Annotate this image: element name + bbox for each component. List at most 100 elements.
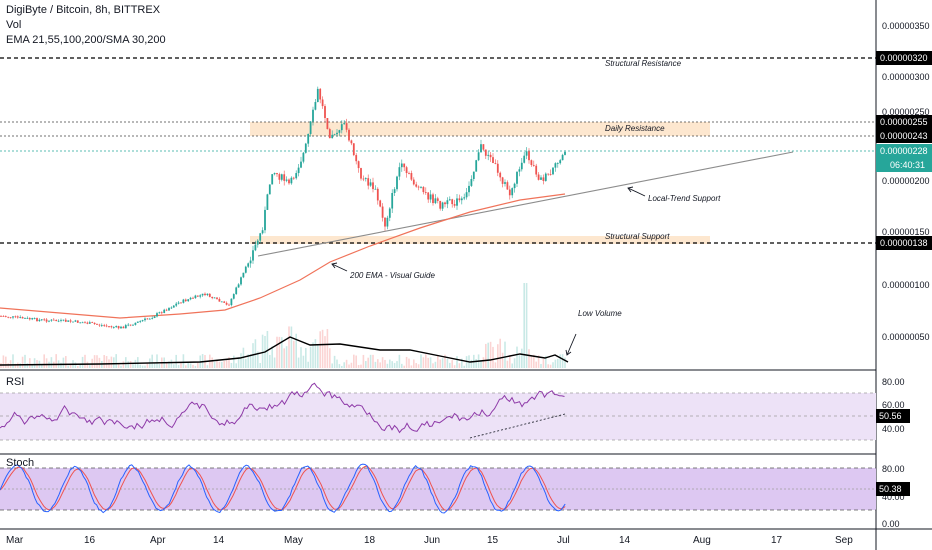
candle-body [175,303,178,306]
volume-bar [29,358,31,368]
volume-bar [69,364,72,368]
volume-bar [521,348,523,368]
volume-bar [98,357,101,368]
candle-body [213,297,216,299]
candle-body [410,173,413,180]
volume-bar [105,356,108,368]
volume-bar [441,358,444,368]
chart-title[interactable]: DigiByte / Bitcoin, 8h, BITTREX [6,4,161,16]
local-trend-support-line[interactable] [257,151,794,257]
volume-bar [129,360,132,368]
candle-body [352,143,355,156]
current-price-tag-text: 0.00000228 [880,146,928,156]
volume-bar [74,362,77,368]
candle-body [62,319,65,321]
candle-body [434,198,437,204]
volume-bar [487,342,489,368]
candle-body [69,320,72,322]
candle-body [230,298,233,306]
candle-body [439,200,442,209]
volume-legend[interactable]: Vol [6,19,22,31]
volume-bar [312,342,314,368]
volume-bar [14,363,17,368]
candle-body [144,318,146,321]
candle-body [528,151,530,161]
volume-bar [557,358,559,368]
candle-body [511,188,514,196]
volume-bar [497,344,499,368]
candle-body [189,297,192,300]
volume-bar [516,346,518,368]
time-axis[interactable]: Mar 16 Apr 14 May 18 Jun 15 Jul 14 Aug 1… [6,535,853,546]
candle-body [211,296,214,299]
volume-bar [89,365,91,368]
volume-bar [475,359,477,368]
volume-bar [213,362,216,368]
candle-body [451,199,454,205]
candle-body [321,99,324,107]
volume-bar [501,352,504,368]
volume-bar [223,361,225,368]
price-tick: 0.00000100 [882,280,930,290]
volume-bar [511,363,513,368]
volume-bar [348,364,350,368]
candle-body [463,197,466,199]
candle-body [345,123,348,130]
candle-body [415,184,418,187]
volume-bar [9,360,12,368]
volume-bar [446,358,449,368]
candle-body [216,297,218,299]
rsi-divergence-line [469,413,566,439]
candle-body [264,209,266,231]
volume-bar [302,355,305,368]
candle-body [19,317,22,318]
candle-body [96,324,98,325]
volume-bar [533,354,535,368]
stoch-pane[interactable] [0,463,876,514]
candle-body [532,165,535,166]
volume-bar [285,346,288,368]
rsi-pane-label[interactable]: RSI [6,376,25,388]
candle-body [177,302,180,304]
volume-bar [187,362,189,368]
volume-bar [247,354,249,368]
volume-bar [245,358,247,368]
volume-bar [444,354,446,368]
volume-bar [230,362,233,368]
candle-body [50,319,53,321]
volume-bar [156,354,158,368]
rsi-pane[interactable] [0,382,876,441]
volume-bar [259,363,261,368]
stoch-pane-label[interactable]: Stoch [6,457,35,469]
volume-bar [355,355,357,368]
candle-body [153,316,156,318]
indicator-legend[interactable]: EMA 21,55,100,200/SMA 30,200 [6,34,166,46]
volume-bar [146,363,149,368]
volume-bar [144,365,146,368]
volume-bar [427,357,429,368]
price-pane[interactable]: Structural Resistance Daily Resistance L… [0,57,876,368]
candle-body [547,173,550,175]
price-axis[interactable]: 0.00000350 0.00000300 0.00000250 0.00000… [876,21,932,529]
volume-bar [338,364,341,368]
rsi-line [0,382,565,434]
volume-bar [43,354,45,368]
candle-body [285,179,288,181]
candle-body [228,304,230,306]
candle-body [124,325,127,329]
candle-body [544,173,547,181]
volume-bar [506,360,509,368]
candle-body [456,198,458,206]
volume-bar [278,336,281,368]
candle-body [201,293,204,296]
time-tick: May [284,535,303,546]
candle-body [516,171,518,184]
candle-body [360,168,362,179]
candle-body [542,177,545,181]
candle-body [76,320,79,323]
time-tick: 18 [364,535,376,546]
candle-body [302,152,305,162]
volume-bar [206,365,209,368]
candle-body [530,160,533,166]
